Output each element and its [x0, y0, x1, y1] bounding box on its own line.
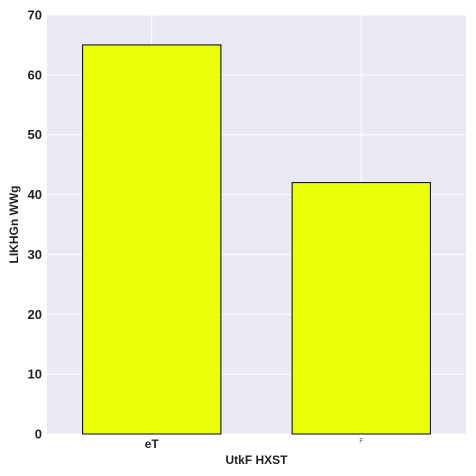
y-tick-label: 10 [28, 367, 42, 382]
x-tick-labels: eT F [145, 437, 364, 451]
x-axis-label: UtkF HXST [225, 453, 288, 467]
y-tick-label: 0 [35, 427, 42, 442]
x-tick-label: eT [145, 437, 160, 451]
y-tick-label: 40 [28, 187, 42, 202]
y-tick-label: 60 [28, 67, 42, 82]
y-tick-labels: 0 10 20 30 40 50 60 70 [28, 8, 42, 442]
bars [82, 44, 431, 435]
x-tick-label: F [359, 439, 363, 445]
bar-eT [82, 44, 222, 435]
y-tick-label: 20 [28, 307, 42, 322]
bar-F [291, 182, 431, 435]
y-tick-label: 70 [28, 8, 42, 23]
y-axis-label: LIKHGn WWg [7, 186, 21, 264]
y-tick-label: 30 [28, 247, 42, 262]
y-tick-label: 50 [28, 127, 42, 142]
